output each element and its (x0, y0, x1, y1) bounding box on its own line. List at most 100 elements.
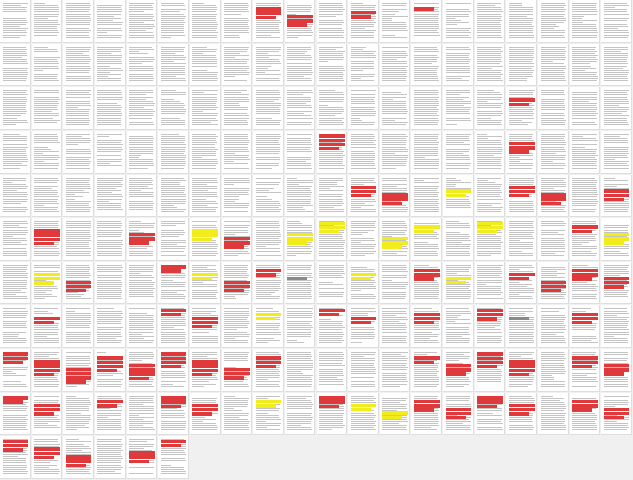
page-thumbnail[interactable] (379, 174, 411, 218)
page-thumbnail[interactable] (411, 130, 443, 174)
page-thumbnail[interactable] (0, 349, 31, 392)
page-thumbnail[interactable] (284, 305, 316, 349)
page-thumbnail[interactable] (189, 349, 221, 392)
page-thumbnail[interactable] (63, 0, 94, 43)
page-thumbnail[interactable] (443, 218, 474, 261)
page-thumbnail[interactable] (411, 43, 443, 87)
page-thumbnail[interactable] (284, 130, 316, 174)
page-thumbnail[interactable] (94, 305, 126, 349)
page-thumbnail[interactable] (63, 349, 94, 392)
page-thumbnail[interactable] (316, 305, 348, 349)
page-thumbnail[interactable] (506, 0, 538, 43)
page-thumbnail[interactable] (538, 0, 569, 43)
page-thumbnail[interactable] (158, 349, 189, 392)
page-thumbnail[interactable] (158, 392, 189, 436)
page-thumbnail[interactable] (601, 87, 632, 130)
page-thumbnail[interactable] (538, 305, 569, 349)
page-thumbnail[interactable] (94, 43, 126, 87)
page-thumbnail[interactable] (253, 43, 284, 87)
page-thumbnail[interactable] (284, 0, 316, 43)
page-thumbnail[interactable] (284, 174, 316, 218)
page-thumbnail[interactable] (94, 218, 126, 261)
page-thumbnail[interactable] (379, 392, 411, 436)
page-thumbnail[interactable] (316, 392, 348, 436)
page-thumbnail[interactable] (411, 87, 443, 130)
page-thumbnail[interactable] (63, 436, 94, 479)
page-thumbnail[interactable] (0, 218, 31, 261)
page-thumbnail[interactable] (0, 392, 31, 436)
page-thumbnail[interactable] (348, 349, 379, 392)
page-thumbnail[interactable] (126, 43, 158, 87)
page-thumbnail[interactable] (0, 87, 31, 130)
page-thumbnail[interactable] (126, 174, 158, 218)
page-thumbnail[interactable] (126, 436, 158, 479)
page-thumbnail[interactable] (601, 349, 632, 392)
page-thumbnail[interactable] (443, 392, 474, 436)
page-thumbnail[interactable] (474, 349, 506, 392)
page-thumbnail[interactable] (411, 349, 443, 392)
page-thumbnail[interactable] (348, 261, 379, 305)
page-thumbnail[interactable] (379, 0, 411, 43)
page-thumbnail[interactable] (569, 392, 601, 436)
page-thumbnail[interactable] (316, 349, 348, 392)
page-thumbnail[interactable] (443, 130, 474, 174)
page-thumbnail[interactable] (158, 87, 189, 130)
page-thumbnail[interactable] (538, 87, 569, 130)
page-thumbnail[interactable] (348, 218, 379, 261)
page-thumbnail[interactable] (411, 392, 443, 436)
page-thumbnail[interactable] (316, 261, 348, 305)
page-thumbnail[interactable] (538, 43, 569, 87)
page-thumbnail[interactable] (284, 349, 316, 392)
page-thumbnail[interactable] (506, 392, 538, 436)
page-thumbnail[interactable] (221, 87, 253, 130)
page-thumbnail[interactable] (94, 349, 126, 392)
page-thumbnail[interactable] (189, 392, 221, 436)
page-thumbnail[interactable] (221, 43, 253, 87)
page-thumbnail[interactable] (221, 392, 253, 436)
page-thumbnail[interactable] (601, 0, 632, 43)
page-thumbnail[interactable] (474, 305, 506, 349)
page-thumbnail[interactable] (379, 43, 411, 87)
page-thumbnail[interactable] (221, 130, 253, 174)
page-thumbnail[interactable] (411, 218, 443, 261)
page-thumbnail[interactable] (189, 174, 221, 218)
page-thumbnail[interactable] (31, 349, 63, 392)
page-thumbnail[interactable] (158, 130, 189, 174)
page-thumbnail[interactable] (316, 218, 348, 261)
page-thumbnail[interactable] (158, 0, 189, 43)
page-thumbnail[interactable] (94, 261, 126, 305)
page-thumbnail[interactable] (538, 174, 569, 218)
page-thumbnail[interactable] (63, 130, 94, 174)
page-thumbnail[interactable] (31, 87, 63, 130)
page-thumbnail[interactable] (506, 218, 538, 261)
page-thumbnail[interactable] (316, 43, 348, 87)
page-thumbnail[interactable] (63, 392, 94, 436)
page-thumbnail[interactable] (253, 0, 284, 43)
page-thumbnail[interactable] (348, 174, 379, 218)
page-thumbnail[interactable] (189, 305, 221, 349)
page-thumbnail[interactable] (221, 261, 253, 305)
page-thumbnail[interactable] (221, 305, 253, 349)
page-thumbnail[interactable] (474, 261, 506, 305)
page-thumbnail[interactable] (126, 0, 158, 43)
page-thumbnail[interactable] (126, 392, 158, 436)
page-thumbnail[interactable] (253, 218, 284, 261)
page-thumbnail[interactable] (379, 218, 411, 261)
page-thumbnail[interactable] (284, 218, 316, 261)
page-thumbnail[interactable] (506, 130, 538, 174)
page-thumbnail[interactable] (0, 130, 31, 174)
page-thumbnail[interactable] (31, 436, 63, 479)
page-thumbnail[interactable] (569, 43, 601, 87)
page-thumbnail[interactable] (411, 0, 443, 43)
page-thumbnail[interactable] (253, 392, 284, 436)
page-thumbnail[interactable] (601, 261, 632, 305)
page-thumbnail[interactable] (569, 0, 601, 43)
page-thumbnail[interactable] (221, 218, 253, 261)
page-thumbnail[interactable] (601, 305, 632, 349)
page-thumbnail[interactable] (31, 174, 63, 218)
page-thumbnail[interactable] (316, 130, 348, 174)
page-thumbnail[interactable] (601, 130, 632, 174)
page-thumbnail[interactable] (411, 261, 443, 305)
page-thumbnail[interactable] (158, 261, 189, 305)
page-thumbnail[interactable] (63, 305, 94, 349)
